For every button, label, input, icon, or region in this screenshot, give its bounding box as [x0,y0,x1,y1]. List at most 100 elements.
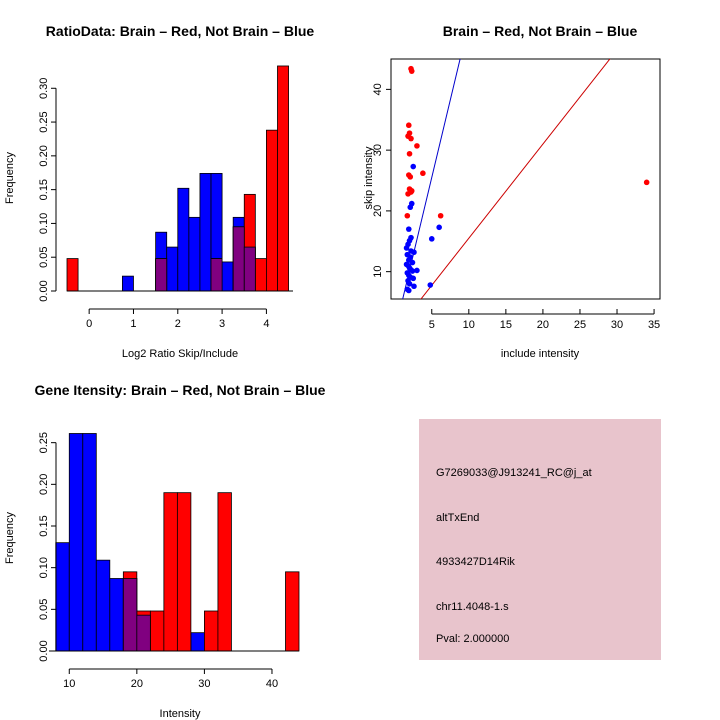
intensity-bar-red [285,571,300,652]
scatter-y-tick-label: 20 [372,205,384,217]
ratio-bar-red [66,258,79,292]
scatter-point-blue [403,245,410,251]
info-panel-background [419,419,661,660]
ratio-y-tick-label: 0.05 [38,247,50,268]
scatter-point-blue [411,249,417,256]
intensity-bar-red [176,492,192,652]
ratio-bar-blue [188,216,201,292]
ratio-histogram-title: RatioData: Brain – Red, Not Brain – Blue [46,23,315,39]
intensity-histogram-axes: 10 20 30 40 0.00 0.05 0.10 0.15 0.20 0.25 [38,432,299,690]
ratio-histogram-axes: 0 1 2 3 4 0.00 0.05 0.10 0.15 0.20 0.25 0.30 [38,78,293,330]
intensity-x-tick-label: 10 [63,678,75,690]
intensity-bar-overlap [122,578,138,652]
scatter-x-tick-label: 10 [463,319,475,331]
intensity-x-tick-label: 40 [266,678,278,690]
info-gene: 4933427D14Rik [436,556,515,568]
scatter-point-blue [409,259,416,266]
ratio-bar-blue [177,187,190,292]
ratio-histogram-xlabel: Log2 Ratio Skip/Include [122,348,238,360]
ratio-bar-blue [199,173,212,292]
intensity-bar-blue [109,578,124,652]
intensity-bar-blue [82,433,97,652]
intensity-y-tick-label: 0.20 [38,474,50,495]
intensity-histogram-panel: Gene Itensity: Brain – Red, Not Brain – … [4,382,326,720]
ratio-x-tick-label: 1 [130,318,136,330]
scatter-axes: 5 10 15 20 25 30 35 10 20 30 40 [372,83,660,331]
intensity-histogram-title: Gene Itensity: Brain – Red, Not Brain – … [35,382,326,398]
scatter-panel: Brain – Red, Not Brain – Blue include in… [363,23,661,360]
scatter-x-tick-label: 30 [611,319,623,331]
scatter-point-red [408,135,414,142]
scatter-point-red [414,143,420,149]
ratio-bar-red [277,65,289,292]
scatter-point-blue [411,283,417,290]
scatter-clipped-group [402,59,650,299]
ratio-y-tick-label: 0.00 [38,280,50,301]
scatter-x-tick-label: 25 [574,319,586,331]
scatter-x-tick-label: 5 [429,319,435,331]
scatter-x-tick-label: 15 [500,319,512,331]
intensity-bar-blue [68,433,84,652]
scatter-point-red [408,68,415,74]
scatter-point-red [420,170,426,177]
scatter-point-blue [406,281,413,287]
info-pval: Pval: 2.000000 [436,633,509,645]
ratio-x-tick-label: 4 [263,318,269,330]
ratio-bar-red [254,258,267,292]
intensity-bar-blue [95,559,111,652]
intensity-bar-red [149,610,165,652]
scatter-content [402,59,650,299]
ratio-bar-overlap [232,226,245,292]
ratio-y-tick-label: 0.20 [38,145,50,166]
scatter-point-blue [405,226,412,232]
scatter-point-blue [409,268,416,274]
ratio-bar-blue [221,261,234,292]
ratio-x-tick-label: 2 [175,318,181,330]
intensity-histogram-ylabel: Frequency [4,512,16,564]
scatter-point-blue [427,282,434,288]
intensity-bar-red [204,610,219,652]
scatter-y-tick-label: 30 [372,144,384,156]
intensity-histogram-xlabel: Intensity [160,708,201,720]
intensity-histogram-bars [55,433,300,652]
intensity-bar-blue [55,542,70,652]
ratio-bar-blue [166,246,179,292]
scatter-red-line [420,59,611,299]
scatter-y-tick-label: 40 [372,83,384,95]
intensity-x-tick-label: 20 [131,678,143,690]
intensity-y-tick-label: 0.25 [38,432,50,453]
ratio-x-tick-label: 0 [86,318,92,330]
ratio-y-tick-label: 0.30 [38,78,50,99]
scatter-point-red [437,212,444,219]
scatter-ylabel: skip intensity [363,146,375,209]
scatter-point-blue [405,287,412,294]
scatter-point-blue [428,236,435,242]
ratio-x-tick-label: 3 [219,318,225,330]
ratio-histogram-ylabel: Frequency [4,152,16,204]
intensity-y-tick-label: 0.05 [38,599,50,620]
ratio-bar-red [266,129,278,292]
scatter-point-red [405,122,412,129]
ratio-bar-overlap [210,258,223,292]
scatter-blue-line [402,59,461,299]
scatter-point-blue [407,204,414,211]
info-panel: G7269033@J913241_RC@j_at altTxEnd 493342… [419,419,661,660]
scatter-point-red [404,212,411,219]
info-probe-id: G7269033@J913241_RC@j_at [436,467,592,479]
intensity-y-tick-label: 0.00 [38,640,50,661]
scatter-plot-box [390,58,661,300]
intensity-x-tick-label: 30 [198,678,210,690]
scatter-y-tick-label: 10 [372,266,384,278]
ratio-y-tick-label: 0.15 [38,179,50,200]
scatter-point-red [406,150,413,157]
scatter-point-blue [436,224,442,231]
intensity-bar-overlap [136,614,151,652]
scatter-x-tick-label: 35 [648,319,660,331]
scatter-xlabel: include intensity [501,348,580,360]
info-event-type: altTxEnd [436,512,479,524]
ratio-histogram-bars [66,65,289,292]
info-location: chr11.4048-1.s [436,601,509,613]
scatter-x-tick-label: 20 [537,319,549,331]
scatter-point-blue [414,267,420,274]
